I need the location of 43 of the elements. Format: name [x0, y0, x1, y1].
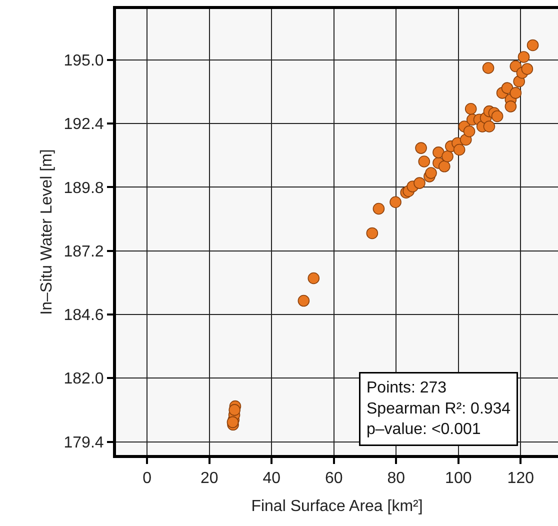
- y-tick-label: 187.2: [64, 243, 104, 260]
- y-tick-label: 182.0: [64, 370, 104, 388]
- point: [372, 202, 385, 215]
- point: [463, 125, 476, 138]
- point: [442, 150, 454, 162]
- point: [226, 416, 239, 428]
- point: [298, 294, 310, 307]
- x-tick-label: 40: [262, 470, 281, 488]
- x-tick-label: 60: [324, 470, 343, 488]
- y-tick-label: 184.6: [64, 307, 104, 324]
- point: [414, 177, 426, 189]
- point: [501, 82, 514, 94]
- point: [510, 87, 522, 99]
- y-tick-label: 179.4: [64, 434, 104, 452]
- point: [228, 404, 240, 416]
- annotation: Points: 273 Spearman R²: 0.934 p–value: <0.001: [366, 380, 511, 438]
- x-tick-label: 120: [507, 470, 534, 488]
- x-tick-label: 0: [142, 470, 152, 488]
- point: [483, 120, 496, 132]
- point: [308, 272, 320, 284]
- y-tick-label: 195.0: [64, 52, 104, 70]
- point: [482, 62, 494, 74]
- y-axis-title: In–Situ Water Level [m]: [38, 149, 56, 315]
- point: [491, 110, 504, 122]
- point: [453, 144, 466, 156]
- point: [464, 102, 477, 115]
- point: [438, 160, 450, 172]
- point: [425, 167, 437, 179]
- x-tick-label: 20: [200, 470, 218, 488]
- y-tick-label: 192.4: [64, 116, 104, 134]
- y-tick-label: 189.8: [64, 180, 104, 197]
- point: [518, 51, 530, 63]
- x-axis-title: Final Surface Area [km²]: [251, 498, 423, 515]
- point: [504, 100, 517, 112]
- point: [432, 146, 444, 158]
- point: [521, 63, 534, 75]
- point: [418, 156, 430, 168]
- point: [415, 142, 427, 154]
- point: [526, 39, 539, 52]
- point: [390, 196, 402, 208]
- x-tick-label: 100: [445, 470, 472, 488]
- x-tick-label: 80: [387, 470, 406, 488]
- point: [366, 227, 378, 240]
